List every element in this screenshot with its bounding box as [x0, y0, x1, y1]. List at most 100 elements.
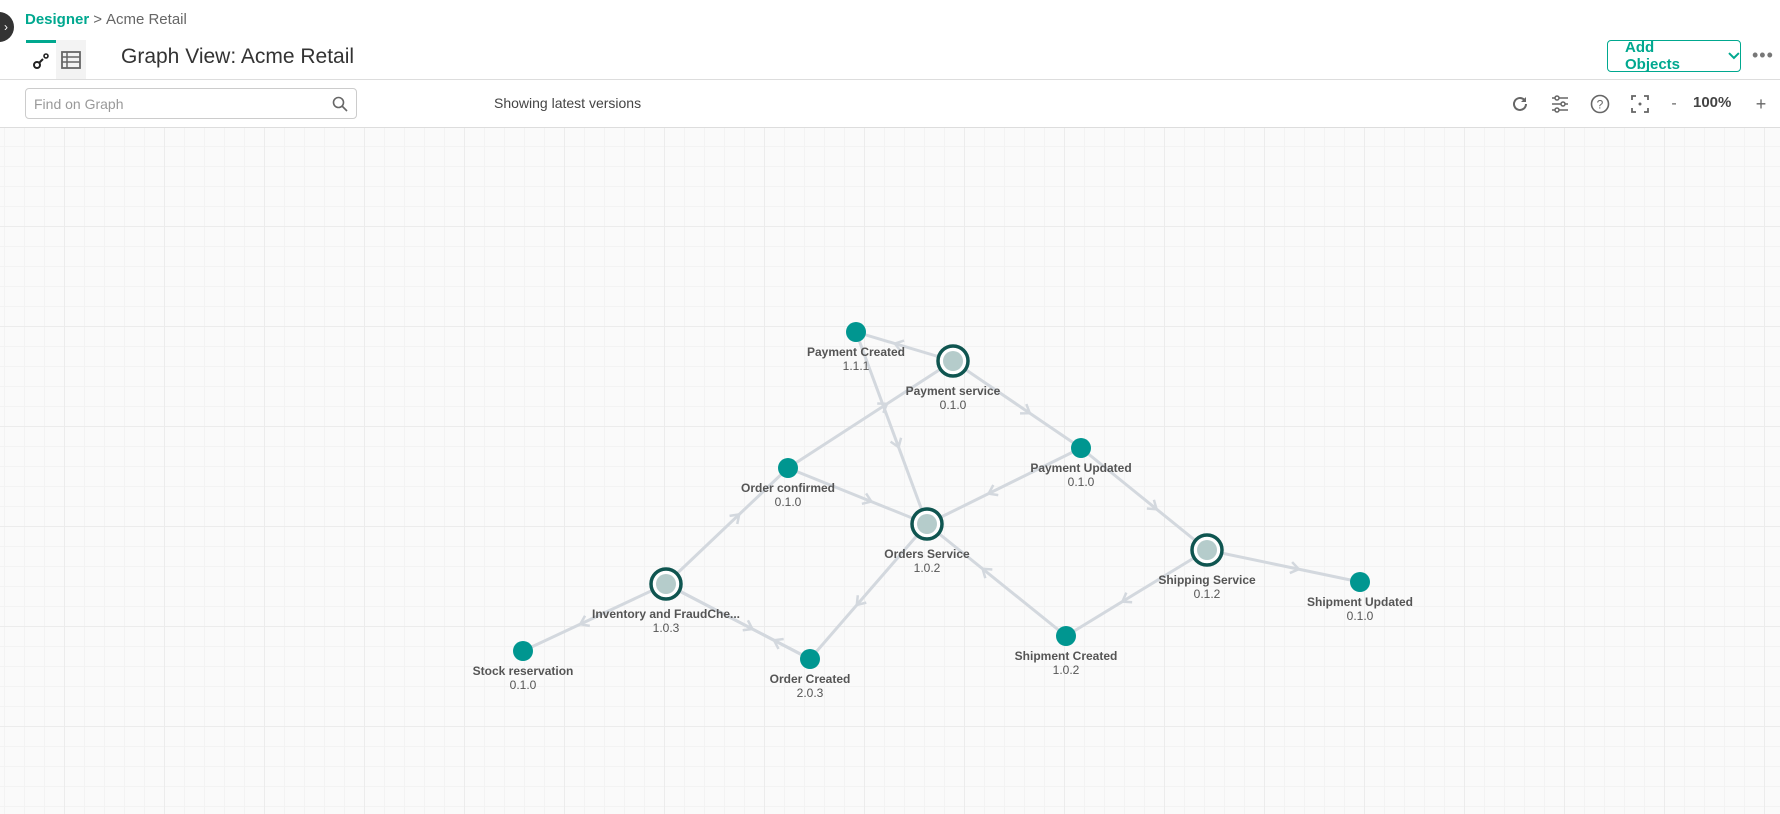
- fit-screen-icon: [1631, 95, 1649, 113]
- graph-icon: [33, 53, 49, 69]
- service-node-core: [917, 514, 937, 534]
- edge-inventory-to-stock-reservation[interactable]: [522, 582, 667, 653]
- arrow-head-icon: [1120, 592, 1133, 604]
- edge-payment-created-to-orders-service[interactable]: [854, 331, 929, 525]
- node-version: 1.0.2: [1053, 663, 1080, 677]
- node-version: 1.0.3: [653, 621, 680, 635]
- breadcrumb-current: Acme Retail: [105, 11, 187, 28]
- edge-shipment-created-to-orders-service[interactable]: [926, 522, 1067, 638]
- event-node-icon: [1056, 626, 1076, 646]
- node-version: 1.0.2: [914, 561, 941, 575]
- arrow-head-icon: [855, 595, 867, 607]
- page-title: Graph View: Acme Retail: [121, 45, 355, 68]
- edge-order-created-to-inventory[interactable]: [665, 582, 811, 661]
- edge-inventory-to-order-confirmed[interactable]: [664, 466, 790, 586]
- tab-graph-view[interactable]: [26, 40, 56, 79]
- help-button[interactable]: ?: [1588, 92, 1612, 116]
- arrow-head-icon: [772, 637, 784, 650]
- event-node-icon: [1071, 438, 1091, 458]
- node-name: Shipping Service: [1158, 573, 1256, 587]
- arrow-head-icon: [980, 567, 993, 579]
- node-version: 1.1.1: [843, 359, 870, 373]
- edge-payment-updated-to-shipping-service[interactable]: [1080, 446, 1208, 552]
- node-name: Payment Created: [807, 345, 905, 359]
- node-name: Order confirmed: [741, 481, 835, 495]
- help-icon: ?: [1590, 94, 1610, 114]
- arrow-head-icon: [861, 492, 874, 506]
- node-version: 0.1.2: [1194, 587, 1221, 601]
- breadcrumb-separator: >: [93, 11, 102, 28]
- node-name: Inventory and FraudChe...: [592, 607, 740, 621]
- tab-table-view[interactable]: [56, 40, 86, 79]
- add-objects-button[interactable]: Add Objects: [1607, 39, 1741, 73]
- node-version: 0.1.0: [940, 398, 967, 412]
- zoom-level: 100%: [1693, 94, 1732, 111]
- edge-shipping-service-to-shipment-created[interactable]: [1065, 548, 1208, 638]
- breadcrumb-designer-link[interactable]: Designer: [25, 11, 90, 28]
- table-icon: [61, 50, 81, 69]
- arrow-head-icon: [892, 339, 905, 353]
- breadcrumb: Designer > Acme Retail: [25, 11, 187, 28]
- search-icon[interactable]: [332, 96, 348, 112]
- add-objects-label: Add Objects: [1625, 39, 1681, 73]
- node-name: Payment Updated: [1030, 461, 1131, 475]
- graph-node-inventory[interactable]: Inventory and FraudChe...1.0.3: [592, 567, 740, 635]
- node-version: 0.1.0: [775, 495, 802, 509]
- node-name: Order Created: [770, 672, 851, 686]
- node-name: Orders Service: [884, 547, 970, 561]
- edge-payment-service-to-payment-updated[interactable]: [952, 359, 1082, 450]
- fit-to-screen-button[interactable]: [1628, 92, 1652, 116]
- zoom-out-button[interactable]: -: [1671, 95, 1677, 112]
- sidebar-toggle-button[interactable]: ›: [0, 12, 14, 42]
- find-on-graph-search[interactable]: [25, 88, 357, 119]
- event-node-icon: [846, 322, 866, 342]
- graph-canvas[interactable]: [0, 127, 1780, 814]
- refresh-icon: [1513, 96, 1527, 111]
- arrow-head-icon: [1289, 561, 1301, 575]
- edge-order-confirmed-to-payment-service[interactable]: [787, 359, 954, 470]
- node-name: Stock reservation: [473, 664, 574, 678]
- arrow-head-icon: [578, 615, 591, 628]
- edge-payment-updated-to-orders-service[interactable]: [926, 446, 1082, 526]
- node-version: 0.1.0: [1347, 609, 1374, 623]
- service-node-core: [943, 351, 963, 371]
- node-version: 2.0.3: [797, 686, 824, 700]
- node-version: 0.1.0: [1068, 475, 1095, 489]
- edge-order-confirmed-to-orders-service[interactable]: [787, 466, 928, 526]
- chevron-down-icon: [1728, 52, 1740, 60]
- event-node-icon: [513, 641, 533, 661]
- sliders-icon: [1552, 95, 1568, 113]
- chevron-right-icon: ›: [4, 20, 8, 34]
- edge-shipping-service-to-shipment-updated[interactable]: [1206, 548, 1361, 584]
- node-version: 0.1.0: [510, 678, 537, 692]
- edge-payment-service-to-payment-created[interactable]: [855, 330, 954, 363]
- more-options-button[interactable]: •••: [1752, 45, 1774, 65]
- refresh-button[interactable]: [1508, 92, 1532, 116]
- arrow-head-icon: [889, 437, 903, 450]
- event-node-icon: [1350, 572, 1370, 592]
- filter-settings-button[interactable]: [1548, 92, 1572, 116]
- event-node-icon: [778, 458, 798, 478]
- arrow-head-icon: [1020, 403, 1032, 415]
- arrow-head-icon: [986, 484, 999, 497]
- version-status-text: Showing latest versions: [494, 95, 642, 111]
- node-name: Shipment Created: [1015, 649, 1118, 663]
- search-input[interactable]: [34, 95, 332, 112]
- edge-orders-service-to-order-created[interactable]: [808, 523, 929, 660]
- node-name: Payment service: [906, 384, 1001, 398]
- service-node-core: [1197, 540, 1217, 560]
- zoom-in-button[interactable]: +: [1755, 93, 1767, 114]
- arrow-head-icon: [1146, 499, 1159, 511]
- svg-text:?: ?: [1597, 98, 1604, 112]
